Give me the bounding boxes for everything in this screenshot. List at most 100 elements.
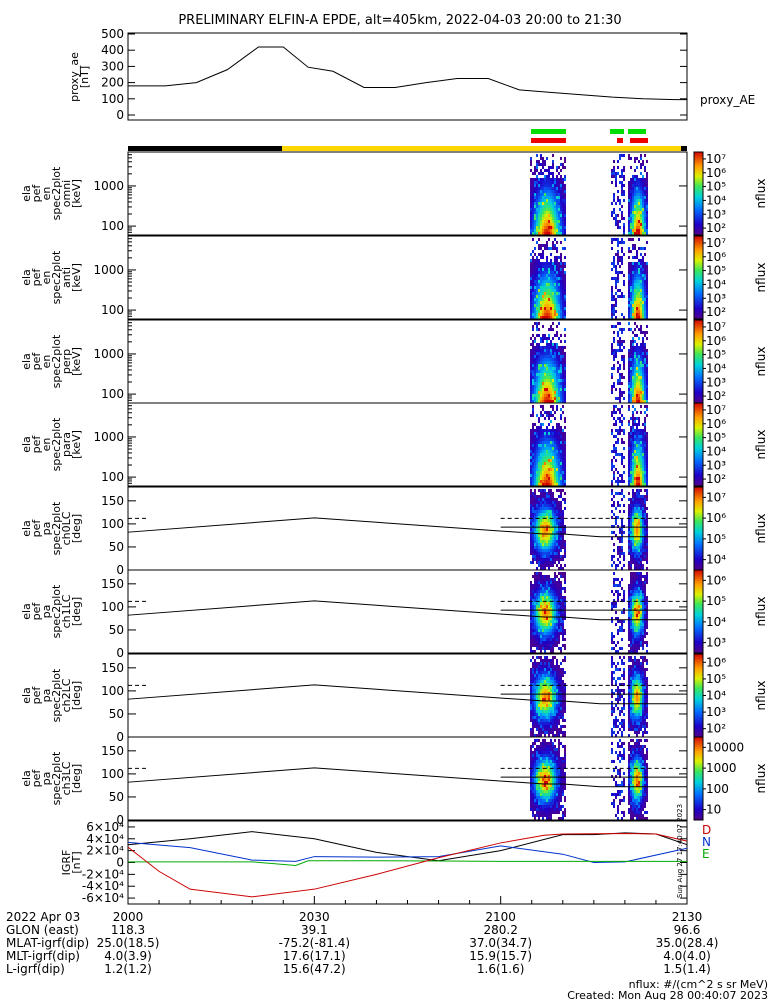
omni-cell bbox=[636, 220, 638, 223]
perp-cbar-seg bbox=[694, 370, 703, 371]
perp-cell bbox=[548, 376, 550, 379]
perp-cell bbox=[532, 343, 534, 346]
ch0LC-cell bbox=[640, 543, 642, 546]
omni-cbar-seg bbox=[694, 168, 703, 169]
ch1LC-cell bbox=[558, 620, 560, 623]
ch0LC-cell bbox=[630, 507, 632, 510]
ch1LC-cell bbox=[536, 578, 538, 581]
anti-cell bbox=[638, 259, 640, 262]
anti-cell bbox=[636, 289, 638, 292]
para-cell bbox=[564, 426, 566, 429]
anti-cell bbox=[628, 316, 630, 319]
omni-cell bbox=[544, 217, 546, 220]
perp-cell bbox=[544, 376, 546, 379]
para-cell bbox=[538, 444, 540, 447]
ch0LC-cell bbox=[615, 492, 617, 495]
ch1LC-cell bbox=[536, 617, 538, 620]
para-cell bbox=[556, 429, 558, 432]
ch0LC-cell bbox=[538, 543, 540, 546]
ch0LC-cell bbox=[558, 519, 560, 522]
ch0LC-cell bbox=[548, 513, 550, 516]
ch0LC-cell bbox=[548, 516, 550, 519]
perp-cell bbox=[611, 352, 613, 355]
ch1LC-cell bbox=[556, 635, 558, 638]
anti-cbar-label: 10⁵ bbox=[706, 264, 726, 278]
ch0LC-cell bbox=[646, 546, 648, 549]
omni-cell bbox=[634, 202, 636, 205]
anti-cell bbox=[538, 292, 540, 295]
para-cell bbox=[646, 450, 648, 453]
perp-cell bbox=[540, 376, 542, 379]
para-cell bbox=[642, 483, 644, 486]
para-cell bbox=[556, 405, 558, 408]
ch0LC-cell bbox=[619, 492, 621, 495]
omni-cell bbox=[550, 196, 552, 199]
ch0LC-cell bbox=[542, 501, 544, 504]
ch0LC-cell bbox=[621, 534, 623, 537]
omni-cell bbox=[554, 184, 556, 187]
ch0LC-cell bbox=[636, 510, 638, 513]
para-cell bbox=[558, 438, 560, 441]
anti-cell bbox=[550, 253, 552, 256]
ch0LC-cell bbox=[636, 564, 638, 567]
perp-cell bbox=[562, 349, 564, 352]
ch0LC-cell bbox=[538, 537, 540, 540]
perp-cell bbox=[613, 349, 615, 352]
para-cbar-seg bbox=[694, 473, 703, 474]
para-cell bbox=[634, 441, 636, 444]
perp-cell bbox=[558, 400, 560, 403]
omni-cell bbox=[546, 211, 548, 214]
ch1LC-cell bbox=[640, 641, 642, 644]
para-cell bbox=[636, 456, 638, 459]
ch0LC-cell bbox=[560, 492, 562, 495]
perp-cell bbox=[532, 370, 534, 373]
omni-cell bbox=[630, 196, 632, 199]
ch1LC-cell bbox=[552, 635, 554, 638]
para-cell bbox=[632, 462, 634, 465]
omni-cell bbox=[552, 199, 554, 202]
para-cell bbox=[552, 432, 554, 435]
anti-cell bbox=[558, 310, 560, 313]
anti-cell bbox=[621, 247, 623, 250]
ch1LC-cell bbox=[556, 623, 558, 626]
para-cell bbox=[615, 441, 617, 444]
omni-cell bbox=[634, 184, 636, 187]
anti-cell bbox=[544, 244, 546, 247]
perp-cell bbox=[630, 391, 632, 394]
para-cell bbox=[540, 459, 542, 462]
ch1LC-cell bbox=[621, 578, 623, 581]
ch1LC-cell bbox=[530, 626, 532, 629]
anti-cell bbox=[615, 286, 617, 289]
anti-cell bbox=[540, 244, 542, 247]
ch0LC-cell bbox=[556, 513, 558, 516]
omni-cell bbox=[544, 196, 546, 199]
omni-cell bbox=[548, 217, 550, 220]
para-cell bbox=[644, 465, 646, 468]
ch1LC-cell bbox=[540, 620, 542, 623]
omni-cell bbox=[646, 196, 648, 199]
anti-cell bbox=[619, 289, 621, 292]
para-cell bbox=[615, 447, 617, 450]
perp-cbar-title: nflux bbox=[754, 347, 768, 377]
para-cell bbox=[560, 456, 562, 459]
ch1LC-cell bbox=[550, 650, 552, 653]
para-cell bbox=[636, 471, 638, 474]
ch0LC-cell bbox=[613, 555, 615, 558]
ch0LC-cell bbox=[532, 555, 534, 558]
anti-cell bbox=[564, 265, 566, 268]
ch0LC-cell bbox=[548, 528, 550, 531]
para-cell bbox=[552, 456, 554, 459]
ch0LC-cell bbox=[638, 501, 640, 504]
ch0LC-cbar-seg bbox=[694, 521, 703, 522]
ch1LC-cell bbox=[542, 584, 544, 587]
anti-cell bbox=[562, 304, 564, 307]
ch0LC-ylabel-line: pa bbox=[40, 522, 53, 536]
anti-cbar-seg bbox=[694, 305, 703, 306]
ch0LC-cell bbox=[538, 513, 540, 516]
perp-tick-label: 100 bbox=[101, 387, 124, 401]
perp-cell bbox=[536, 367, 538, 370]
para-cbar-seg bbox=[694, 418, 703, 419]
omni-cell bbox=[642, 184, 644, 187]
anti-cell bbox=[546, 286, 548, 289]
ch0LC-cell bbox=[611, 516, 613, 519]
